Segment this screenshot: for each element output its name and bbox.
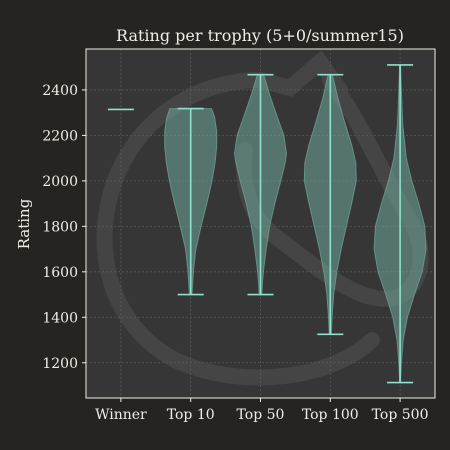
chart-title: Rating per trophy (5+0/summer15) [116,26,404,45]
y-tick-label: 1400 [42,310,78,326]
violins [107,64,427,384]
y-tick-label: 2000 [42,174,78,190]
violin-top-100 [303,73,357,336]
y-tick-label: 1800 [42,219,78,235]
y-axis-ticks: 1200 1400 1600 1800 2000 2200 2400 [42,83,86,372]
y-tick-label: 1200 [42,356,78,372]
x-tick-label: Winner [95,407,147,423]
x-tick-label: Top 10 [167,407,215,423]
x-tick-label: Top 50 [237,407,285,423]
y-axis-label: Rating [15,198,33,249]
x-tick-label: Top 100 [302,407,359,423]
y-tick-label: 2400 [42,83,78,99]
x-axis-ticks: Winner Top 10 Top 50 Top 100 Top 500 [95,398,429,423]
violin-top-10 [164,107,218,296]
violin-top-50 [234,73,287,296]
y-tick-label: 1600 [42,265,78,281]
x-tick-label: Top 500 [372,407,429,423]
y-tick-label: 2200 [42,128,78,144]
violin-top-500 [373,64,427,384]
